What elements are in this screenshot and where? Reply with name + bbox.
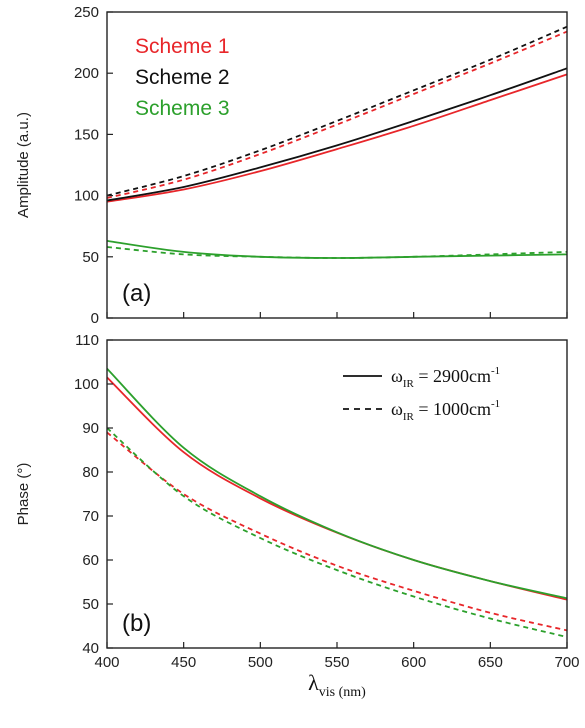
y-tick-label: 50 (82, 596, 99, 613)
y-tick-label: 200 (74, 65, 99, 82)
y-tick-label: 0 (91, 310, 99, 327)
scheme-label: Scheme 1 (135, 35, 230, 58)
legend-symbol: ω (391, 366, 403, 386)
legend-symbol: ω (391, 399, 403, 419)
series-line-dashed-4 (106, 25, 568, 197)
y-tick-label: 80 (82, 464, 99, 481)
series-line-solid-0 (106, 376, 568, 601)
x-axis-title: λvis (nm) (308, 670, 366, 700)
panel-label: (a) (122, 280, 151, 307)
scheme-label: Scheme 3 (135, 97, 230, 120)
legend-label: ωIR = 1000cm-1 (391, 398, 500, 423)
y-axis-title: Amplitude (a.u.) (15, 112, 32, 218)
y-tick-label: 100 (74, 376, 99, 393)
y-tick-label: 70 (82, 508, 99, 525)
y-axis-title: Phase (°) (15, 463, 32, 526)
y-tick-label: 40 (82, 640, 99, 657)
series-line-dashed-2 (106, 431, 568, 632)
x-tick-label: 550 (324, 654, 349, 671)
y-tick-label: 90 (82, 420, 99, 437)
y-tick-label: 100 (74, 188, 99, 205)
y-tick-label: 60 (82, 552, 99, 569)
x-tick-label: 500 (248, 654, 273, 671)
legend-superscript: -1 (491, 398, 500, 410)
legend-subscript: IR (403, 378, 415, 390)
y-tick-label: 150 (74, 126, 99, 143)
x-tick-label: 600 (401, 654, 426, 671)
series-line-dashed-3 (106, 30, 568, 199)
legend-value: = 2900cm (414, 366, 491, 386)
legend-subscript: IR (403, 411, 415, 423)
y-tick-label: 50 (82, 249, 99, 266)
x-axis-title-main: λ (308, 670, 319, 695)
panel-label: (b) (122, 610, 151, 637)
plot-frame (106, 339, 568, 649)
x-tick-label: 400 (94, 654, 119, 671)
series-line-dashed-3 (106, 427, 568, 638)
y-tick-label: 250 (74, 4, 99, 21)
scheme-label: Scheme 2 (135, 66, 230, 89)
x-tick-label: 450 (171, 654, 196, 671)
y-tick-label: 110 (75, 332, 99, 349)
panel-a: 0 50 100 150 200 250 Amplitude (a.u.) (a) Scheme… (15, 4, 568, 327)
series-line-solid-1 (106, 367, 568, 600)
series-line-solid-1 (106, 67, 568, 202)
x-axis-title-sub: vis (nm) (319, 685, 366, 700)
legend-value: = 1000cm (414, 399, 491, 419)
x-tick-label: 650 (478, 654, 503, 671)
legend-label: ωIR = 2900cm-1 (391, 365, 500, 390)
legend-superscript: -1 (491, 365, 500, 377)
series-line-solid-0 (106, 73, 568, 203)
panel-b: 400 450 500 550 600 650 700 40 50 60 70 80 90 100 110 P… (15, 332, 580, 700)
series-line-solid-2 (106, 240, 568, 259)
x-tick-label: 700 (554, 654, 579, 671)
